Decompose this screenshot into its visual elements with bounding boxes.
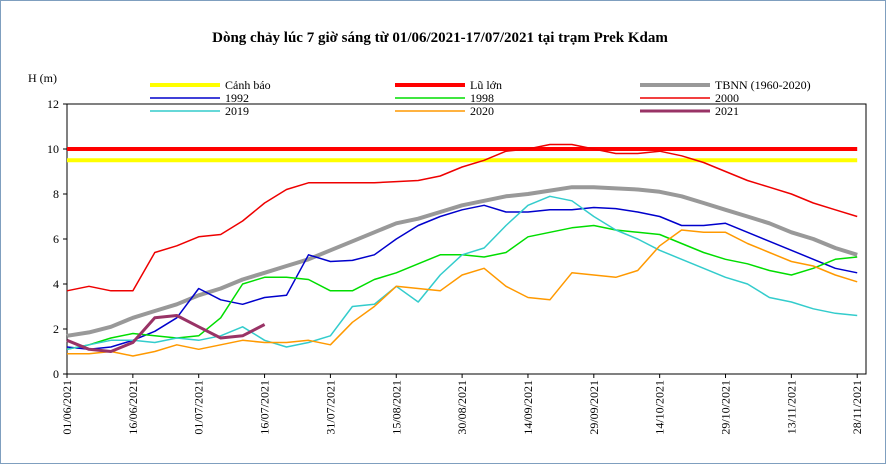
legend-label: 2021 xyxy=(715,104,739,118)
x-tick-label: 29/10/2021 xyxy=(719,380,733,435)
x-tick-label: 14/09/2021 xyxy=(521,380,535,435)
chart-title: Dòng chảy lúc 7 giờ sáng từ 01/06/2021-1… xyxy=(212,30,668,46)
x-tick-label: 13/11/2021 xyxy=(784,380,798,434)
series-line xyxy=(66,195,858,351)
x-tick-label: 16/07/2021 xyxy=(258,380,272,435)
series-line xyxy=(66,204,858,351)
y-tick-label: 2 xyxy=(53,322,59,336)
y-tick-label: 10 xyxy=(47,142,59,156)
y-tick-label: 0 xyxy=(53,367,59,381)
x-tick-label: 28/11/2021 xyxy=(850,380,864,434)
x-tick-label: 14/10/2021 xyxy=(653,380,667,435)
legend-label: Lũ lớn xyxy=(470,78,502,92)
series-line xyxy=(66,314,266,353)
x-tick-label: 31/07/2021 xyxy=(323,380,337,435)
series-line xyxy=(67,229,858,357)
x-tick-label: 01/07/2021 xyxy=(192,380,206,435)
series-line xyxy=(66,185,858,338)
y-tick-label: 4 xyxy=(53,277,59,291)
legend-label: Cảnh báo xyxy=(225,78,271,92)
legend-label: 2020 xyxy=(470,104,494,118)
legend-label: 1998 xyxy=(470,91,494,105)
legend-label: 1992 xyxy=(225,91,249,105)
legend-label: TBNN (1960-2020) xyxy=(715,78,811,92)
y-tick-label: 12 xyxy=(47,97,59,111)
y-tick-label: 8 xyxy=(53,187,59,201)
y-tick-label: 6 xyxy=(53,232,59,246)
x-tick-label: 15/08/2021 xyxy=(389,380,403,435)
legend-label: 2000 xyxy=(715,91,739,105)
x-tick-label: 29/09/2021 xyxy=(587,380,601,435)
y-axis-title: H (m) xyxy=(28,71,57,85)
x-tick-label: 16/06/2021 xyxy=(126,380,140,435)
series-line xyxy=(66,143,858,292)
x-tick-label: 30/08/2021 xyxy=(455,380,469,435)
legend-label: 2019 xyxy=(225,104,249,118)
x-tick-label: 01/06/2021 xyxy=(60,380,74,435)
